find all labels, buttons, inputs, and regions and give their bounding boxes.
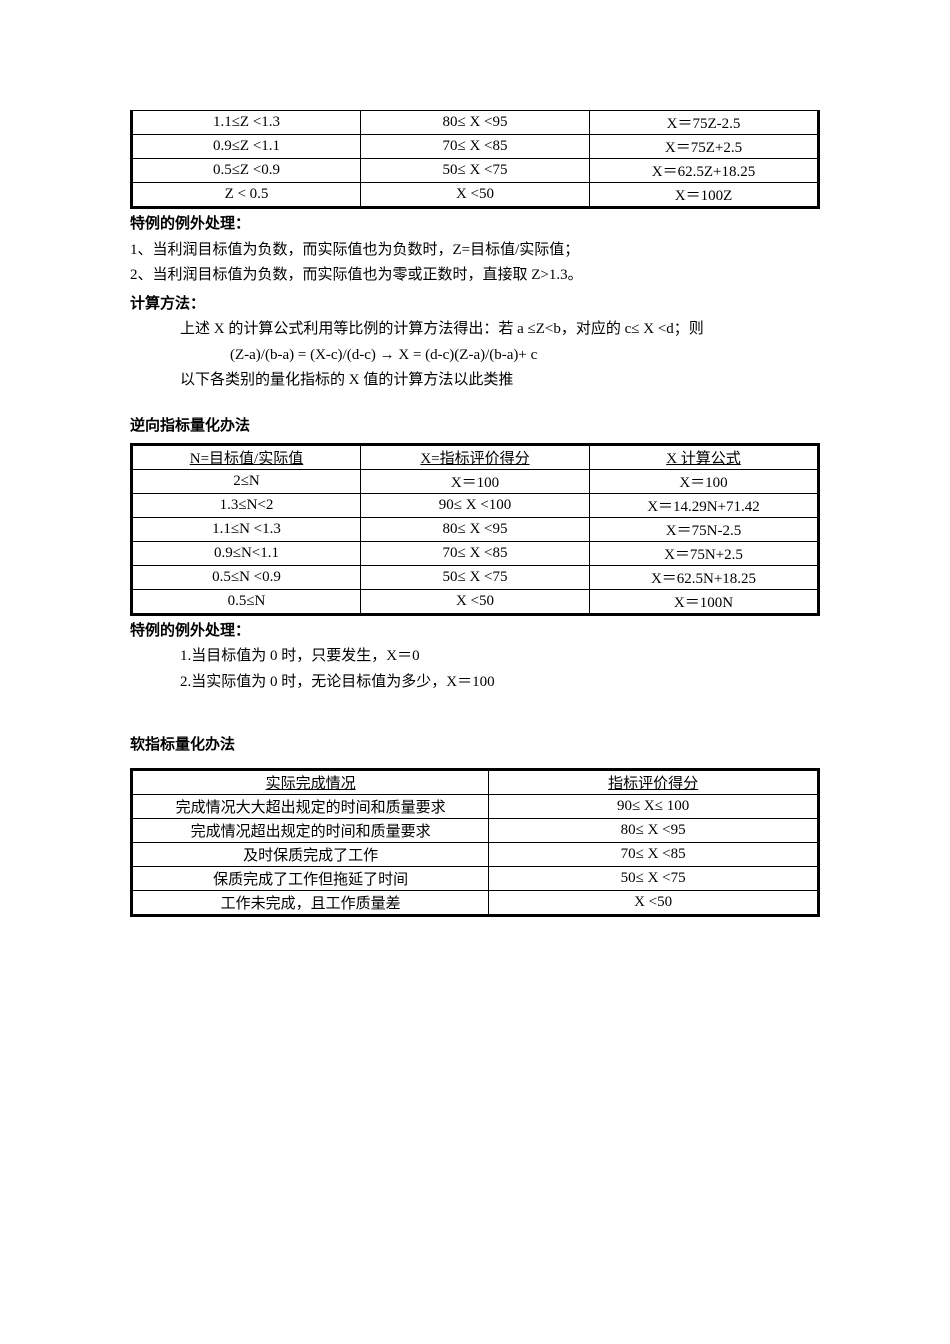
table-row: 工作未完成，且工作质量差 X <50 — [132, 891, 819, 916]
cell: 0.5≤Z <0.9 — [132, 159, 361, 183]
cell: 完成情况超出规定的时间和质量要求 — [132, 819, 489, 843]
exceptions2-line2: 2.当实际值为 0 时，无论目标值为多少，X＝100 — [130, 671, 820, 694]
table-header-row: 实际完成情况 指标评价得分 — [132, 770, 819, 795]
cell: 1.1≤N <1.3 — [132, 517, 361, 541]
table-reverse: N=目标值/实际值 X=指标评价得分 X 计算公式 2≤N X＝100 X＝10… — [130, 443, 820, 616]
table-row: 1.1≤Z <1.3 80≤ X <95 X＝75Z-2.5 — [132, 111, 819, 135]
table-row: 完成情况大大超出规定的时间和质量要求 90≤ X≤ 100 — [132, 795, 819, 819]
cell: 70≤ X <85 — [489, 843, 819, 867]
cell: 50≤ X <75 — [489, 867, 819, 891]
table-row: Z < 0.5 X <50 X＝100Z — [132, 183, 819, 208]
cell: X＝100Z — [590, 183, 819, 208]
cell: 0.9≤N<1.1 — [132, 541, 361, 565]
cell: 90≤ X <100 — [361, 493, 590, 517]
cell: X＝75Z-2.5 — [590, 111, 819, 135]
exceptions1-title: 特例的例外处理： — [130, 213, 820, 236]
header-cell: X=指标评价得分 — [361, 444, 590, 469]
cell: X＝14.29N+71.42 — [590, 493, 819, 517]
table-row: 及时保质完成了工作 70≤ X <85 — [132, 843, 819, 867]
cell: X <50 — [361, 183, 590, 208]
cell: X＝100N — [590, 589, 819, 614]
table-row: 1.3≤N<2 90≤ X <100 X＝14.29N+71.42 — [132, 493, 819, 517]
table-row: 0.5≤N X <50 X＝100N — [132, 589, 819, 614]
cell: X＝75Z+2.5 — [590, 135, 819, 159]
table-row: 0.9≤Z <1.1 70≤ X <85 X＝75Z+2.5 — [132, 135, 819, 159]
table-soft: 实际完成情况 指标评价得分 完成情况大大超出规定的时间和质量要求 90≤ X≤ … — [130, 768, 820, 917]
header-cell: X 计算公式 — [590, 444, 819, 469]
section3-title: 软指标量化办法 — [130, 733, 820, 754]
table-row: 0.9≤N<1.1 70≤ X <85 X＝75N+2.5 — [132, 541, 819, 565]
table-row: 0.5≤Z <0.9 50≤ X <75 X＝62.5Z+18.25 — [132, 159, 819, 183]
cell: X＝100 — [590, 469, 819, 493]
cell: 90≤ X≤ 100 — [489, 795, 819, 819]
header-cell: 指标评价得分 — [489, 770, 819, 795]
exceptions2-line1: 1.当目标值为 0 时，只要发生，X＝0 — [130, 645, 820, 668]
header-cell: 实际完成情况 — [132, 770, 489, 795]
cell: 1.3≤N<2 — [132, 493, 361, 517]
cell: 0.9≤Z <1.1 — [132, 135, 361, 159]
cell: 80≤ X <95 — [361, 517, 590, 541]
table-row: 0.5≤N <0.9 50≤ X <75 X＝62.5N+18.25 — [132, 565, 819, 589]
cell: 及时保质完成了工作 — [132, 843, 489, 867]
cell: 80≤ X <95 — [489, 819, 819, 843]
cell: 保质完成了工作但拖延了时间 — [132, 867, 489, 891]
cell: X＝62.5Z+18.25 — [590, 159, 819, 183]
cell: X <50 — [361, 589, 590, 614]
table-top-continuation: 1.1≤Z <1.3 80≤ X <95 X＝75Z-2.5 0.9≤Z <1.… — [130, 110, 820, 209]
cell: 完成情况大大超出规定的时间和质量要求 — [132, 795, 489, 819]
cell: 80≤ X <95 — [361, 111, 590, 135]
cell: Z < 0.5 — [132, 183, 361, 208]
cell: 0.5≤N — [132, 589, 361, 614]
cell: X <50 — [489, 891, 819, 916]
cell: 50≤ X <75 — [361, 159, 590, 183]
exceptions1-line1: 1、当利润目标值为负数，而实际值也为负数时，Z=目标值/实际值； — [130, 239, 820, 262]
cell: 工作未完成，且工作质量差 — [132, 891, 489, 916]
table-row: 1.1≤N <1.3 80≤ X <95 X＝75N-2.5 — [132, 517, 819, 541]
cell: 2≤N — [132, 469, 361, 493]
method-title: 计算方法： — [130, 293, 820, 316]
cell: X＝75N+2.5 — [590, 541, 819, 565]
cell: X＝100 — [361, 469, 590, 493]
cell: 1.1≤Z <1.3 — [132, 111, 361, 135]
exceptions2-title: 特例的例外处理： — [130, 620, 820, 643]
header-cell: N=目标值/实际值 — [132, 444, 361, 469]
cell: 0.5≤N <0.9 — [132, 565, 361, 589]
method-line2: (Z-a)/(b-a) = (X-c)/(d-c) → X = (d-c)(Z-… — [130, 344, 820, 367]
method-line1: 上述 X 的计算公式利用等比例的计算方法得出：若 a ≤Z<b，对应的 c≤ X… — [130, 318, 820, 341]
table-row: 完成情况超出规定的时间和质量要求 80≤ X <95 — [132, 819, 819, 843]
cell: 50≤ X <75 — [361, 565, 590, 589]
cell: 70≤ X <85 — [361, 541, 590, 565]
table-row: 2≤N X＝100 X＝100 — [132, 469, 819, 493]
table-row: 保质完成了工作但拖延了时间 50≤ X <75 — [132, 867, 819, 891]
cell: 70≤ X <85 — [361, 135, 590, 159]
section2-title: 逆向指标量化办法 — [130, 414, 820, 435]
cell: X＝62.5N+18.25 — [590, 565, 819, 589]
method-line3: 以下各类别的量化指标的 X 值的计算方法以此类推 — [130, 369, 820, 392]
cell: X＝75N-2.5 — [590, 517, 819, 541]
exceptions1-line2: 2、当利润目标值为负数，而实际值也为零或正数时，直接取 Z>1.3。 — [130, 264, 820, 287]
table-header-row: N=目标值/实际值 X=指标评价得分 X 计算公式 — [132, 444, 819, 469]
